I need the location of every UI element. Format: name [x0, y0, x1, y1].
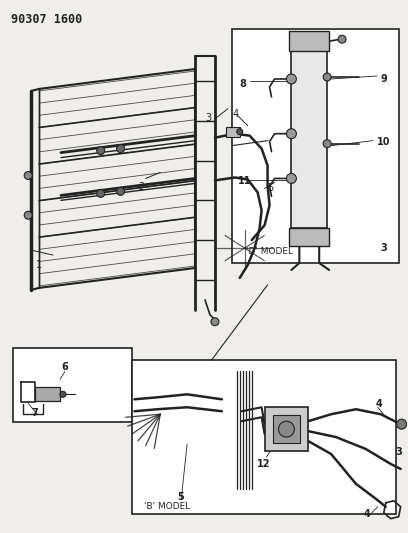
Text: 1: 1 [36, 260, 42, 270]
Circle shape [237, 129, 243, 135]
Circle shape [60, 391, 66, 397]
Text: 3: 3 [205, 113, 211, 123]
Bar [289, 228, 329, 246]
Circle shape [323, 140, 331, 148]
Text: 'B' MODEL: 'B' MODEL [144, 502, 191, 511]
Bar [133, 360, 396, 514]
Circle shape [24, 211, 32, 219]
Bar [291, 49, 327, 228]
Circle shape [97, 189, 105, 197]
Text: 4: 4 [364, 508, 370, 519]
Circle shape [279, 421, 295, 437]
Text: 12: 12 [257, 459, 270, 469]
Circle shape [286, 74, 296, 84]
Text: 6: 6 [61, 362, 68, 373]
Text: 2: 2 [138, 182, 145, 192]
Bar [13, 348, 133, 422]
Text: 5: 5 [177, 492, 184, 502]
Bar [226, 127, 240, 136]
Circle shape [97, 147, 105, 155]
Bar [273, 415, 300, 443]
Text: 4: 4 [376, 399, 383, 409]
Bar [289, 31, 329, 51]
Circle shape [117, 188, 124, 196]
Text: 11: 11 [238, 176, 251, 187]
Text: 5: 5 [268, 183, 274, 193]
Circle shape [338, 35, 346, 43]
Circle shape [397, 419, 407, 429]
Bar [35, 387, 60, 401]
Text: 4: 4 [233, 109, 239, 119]
Circle shape [117, 144, 124, 152]
Circle shape [211, 318, 219, 326]
Bar [264, 407, 308, 451]
Bar [232, 29, 399, 263]
Circle shape [286, 173, 296, 183]
Circle shape [286, 129, 296, 139]
Text: 10: 10 [377, 136, 390, 147]
Text: 90307 1600: 90307 1600 [11, 13, 82, 26]
Text: 'D' MODEL: 'D' MODEL [246, 247, 293, 256]
Text: 8: 8 [240, 79, 246, 89]
Circle shape [323, 73, 331, 81]
Circle shape [24, 172, 32, 180]
Text: 7: 7 [31, 408, 38, 418]
Text: 9: 9 [381, 74, 388, 84]
Text: 3: 3 [396, 447, 402, 457]
Text: 3: 3 [381, 243, 388, 253]
